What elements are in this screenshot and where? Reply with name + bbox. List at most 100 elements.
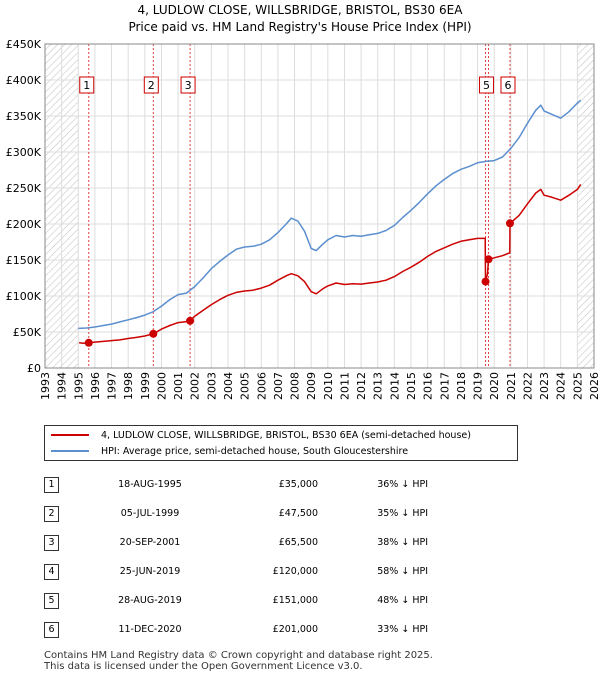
sale-hpi-diff: 33% ↓ HPI (377, 624, 428, 635)
y-tick-label: £100K (6, 290, 42, 303)
sale-date: 20-SEP-2001 (119, 537, 181, 548)
sale-point (505, 219, 514, 228)
sale-date: 05-JUL-1999 (120, 508, 180, 519)
hpi-line (78, 99, 582, 330)
sale-date: 25-JUN-2019 (119, 566, 181, 577)
table-row: 2 05-JUL-1999 £47,500 35% ↓ HPI (44, 499, 428, 528)
sale-price: £151,000 (272, 595, 318, 606)
x-tick-label: 2005 (239, 372, 252, 400)
x-tick-label: 2015 (405, 372, 418, 400)
footer-copyright: Contains HM Land Registry data © Crown c… (44, 650, 433, 661)
x-tick-label: 2000 (155, 372, 168, 400)
legend-item-hpi: HPI: Average price, semi-detached house,… (51, 444, 408, 458)
legend-swatch-hpi (51, 450, 89, 452)
sale-number: 4 (44, 563, 59, 580)
x-tick-label: 2026 (588, 372, 600, 400)
sale-point (149, 329, 158, 338)
x-tick-label: 2019 (472, 372, 485, 400)
sale-label-number: 2 (148, 79, 155, 92)
x-tick-label: 2020 (488, 372, 501, 400)
sale-price: £120,000 (272, 566, 318, 577)
sale-hpi-diff: 48% ↓ HPI (377, 595, 428, 606)
chart-subtitle: Price paid vs. HM Land Registry's House … (128, 20, 472, 34)
sale-label-number: 6 (504, 79, 511, 92)
x-tick-label: 1999 (139, 372, 152, 400)
sale-number: 6 (44, 621, 59, 638)
sale-number: 2 (44, 505, 59, 522)
sale-point (84, 338, 93, 347)
plot-area (45, 44, 594, 368)
sale-hpi-diff: 58% ↓ HPI (377, 566, 428, 577)
legend-item-price-paid: 4, LUDLOW CLOSE, WILLSBRIDGE, BRISTOL, B… (51, 428, 471, 442)
x-tick-label: 1996 (89, 372, 102, 400)
sale-label-box (79, 76, 95, 94)
y-tick-label: £150K (6, 254, 42, 267)
sale-label-number: 3 (185, 79, 192, 92)
table-row: 4 25-JUN-2019 £120,000 58% ↓ HPI (44, 557, 428, 586)
sale-price: £47,500 (278, 508, 318, 519)
sale-hpi-diff: 38% ↓ HPI (377, 537, 428, 548)
sale-point (186, 316, 195, 325)
x-tick-label: 2025 (571, 372, 584, 400)
x-tick-label: 1997 (106, 372, 119, 400)
x-tick-label: 2013 (372, 372, 385, 400)
x-tick-label: 2012 (355, 372, 368, 400)
sale-date: 18-AUG-1995 (118, 479, 182, 490)
x-tick-label: 2007 (272, 372, 285, 400)
sale-label-box (143, 76, 159, 94)
x-tick-label: 1993 (39, 372, 52, 400)
x-tick-label: 2002 (189, 372, 202, 400)
x-tick-label: 2024 (555, 372, 568, 400)
x-tick-label: 2016 (422, 372, 435, 400)
x-tick-label: 1994 (56, 372, 69, 400)
legend-label-hpi: HPI: Average price, semi-detached house,… (101, 445, 409, 457)
x-tick-label: 2014 (388, 372, 401, 400)
hatched-region (577, 44, 594, 368)
x-tick-label: 2003 (205, 372, 218, 400)
x-tick-label: 2004 (222, 372, 235, 400)
y-tick-label: £350K (6, 110, 42, 123)
y-tick-label: £450K (6, 38, 42, 51)
footer: Contains HM Land Registry data © Crown c… (44, 650, 433, 672)
x-tick-label: 2021 (505, 372, 518, 400)
sale-point (481, 277, 490, 286)
y-tick-label: £50K (13, 326, 42, 339)
table-row: 3 20-SEP-2001 £65,500 38% ↓ HPI (44, 528, 428, 557)
sale-label-box (180, 76, 196, 94)
sale-label-box (500, 76, 516, 94)
sale-label-number: 5 (483, 79, 490, 92)
chart-title: 4, LUDLOW CLOSE, WILLSBRIDGE, BRISTOL, B… (137, 3, 463, 17)
y-tick-label: £250K (6, 182, 42, 195)
legend: 4, LUDLOW CLOSE, WILLSBRIDGE, BRISTOL, B… (44, 425, 518, 461)
footer-licence: This data is licensed under the Open Gov… (44, 661, 363, 672)
price-paid-line (79, 183, 582, 344)
y-tick-label: £400K (6, 74, 42, 87)
sale-price: £65,500 (278, 537, 318, 548)
x-tick-label: 1998 (122, 372, 135, 400)
x-tick-label: 2006 (255, 372, 268, 400)
sale-number: 3 (44, 534, 59, 551)
x-tick-label: 2011 (338, 372, 351, 400)
x-tick-label: 2023 (538, 372, 551, 400)
x-tick-label: 2009 (305, 372, 318, 400)
sale-label-number: 1 (83, 79, 90, 92)
sale-point (484, 255, 493, 264)
x-tick-label: 2018 (455, 372, 468, 400)
sale-hpi-diff: 36% ↓ HPI (377, 479, 428, 490)
sale-hpi-diff: 35% ↓ HPI (377, 508, 428, 519)
table-row: 5 28-AUG-2019 £151,000 48% ↓ HPI (44, 586, 428, 615)
sale-number: 1 (44, 476, 59, 493)
legend-label-price-paid: 4, LUDLOW CLOSE, WILLSBRIDGE, BRISTOL, B… (101, 429, 471, 441)
table-row: 6 11-DEC-2020 £201,000 33% ↓ HPI (44, 615, 428, 644)
x-tick-label: 2022 (521, 372, 534, 400)
x-tick-label: 2017 (438, 372, 451, 400)
price-chart: £0 £50K £100K £150K £200K £250K £300K £350K £400… (6, 38, 600, 400)
sale-number: 5 (44, 592, 59, 609)
y-tick-label: £300K (6, 146, 42, 159)
plot-frame (44, 43, 595, 369)
sale-date: 28-AUG-2019 (118, 595, 182, 606)
y-tick-label: £200K (6, 218, 42, 231)
legend-swatch-price-paid (51, 434, 89, 436)
sales-table: 1 18-AUG-1995 £35,000 36% ↓ HPI 2 05-JUL-1999… (44, 470, 428, 644)
y-tick-label: £0 (27, 362, 41, 375)
